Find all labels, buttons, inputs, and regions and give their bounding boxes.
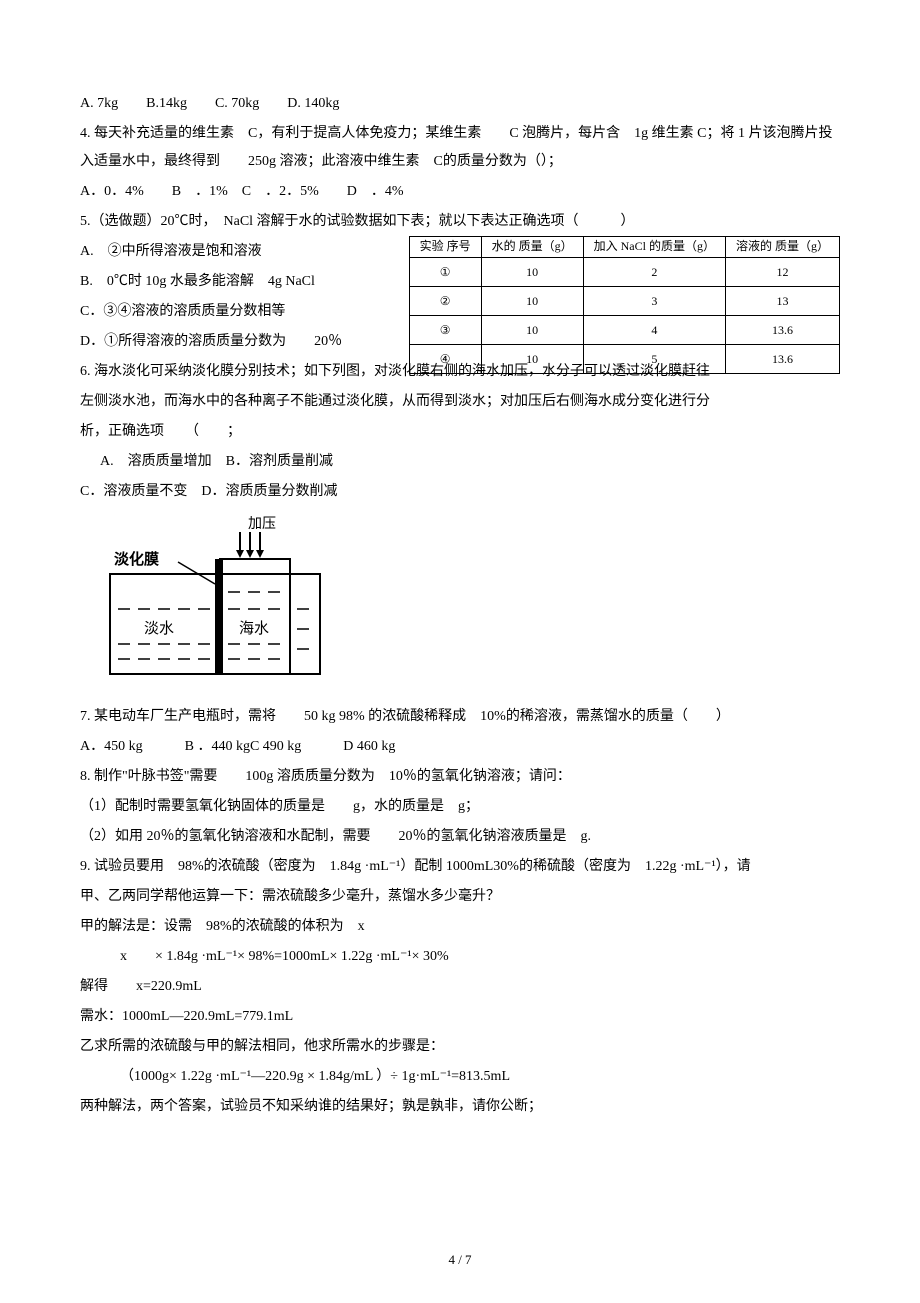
q9-text3: 甲的解法是：设需 98%的浓硫酸的体积为 x [80,913,840,941]
q9-eq1: x × 1.84g ·mL⁻¹× 98%=1000mL× 1.22g ·mL⁻¹… [80,943,840,971]
q9-yi1: 乙求所需的浓硫酸与甲的解法相同，他求所需水的步骤是： [80,1033,840,1061]
table-row: ③ 10 4 13.6 [409,315,839,344]
table-row: ① 10 2 12 [409,257,839,286]
q8-sub2: （2）如用 20％的氢氧化钠溶液和水配制，需要 20％的氢氧化钠溶液质量是 g. [80,823,840,851]
q5-container: 5.（选做题）20℃时， NaCl 溶解于水的试验数据如下表；就以下表达正确选项… [80,208,840,356]
th-water: 水的 质量（g） [481,237,583,258]
q9-text: 9. 试验员要用 98%的浓硫酸（密度为 1.84g ·mL⁻¹）配制 1000… [80,853,840,881]
th-seq: 实验 序号 [409,237,481,258]
pressure-label: 加压 [248,516,276,532]
membrane-label: 淡化膜 [114,550,159,568]
th-nacl: 加入 NaCl 的质量（g） [583,237,725,258]
q4-options: A．0．4% B ．1% C ．2．5% D ．4% [80,178,840,206]
table-row: ② 10 3 13 [409,286,839,315]
sea-label: 海水 [239,620,269,637]
q4-text: 4. 每天补充适量的维生素 C，有利于提高人体免疫力；某维生素 C 泡腾片，每片… [80,120,840,176]
page-number: 4 / 7 [0,1247,920,1273]
q7-options: A．450 kg B ．440 kgC 490 kg D 460 kg [80,733,840,761]
q6-optAB: A. 溶质质量增加 B．溶剂质量削减 [80,448,840,476]
q8-text: 8. 制作"叶脉书签"需要 100g 溶质质量分数为 10％的氢氧化钠溶液；请问… [80,763,840,791]
q9-text2: 甲、乙两同学帮他运算一下：需浓硫酸多少毫升，蒸馏水多少毫升？ [80,883,840,911]
q3-options: A. 7kg B.14kg C. 70kg D. 140kg [80,90,840,118]
table-row: ④ 10 5 13.6 [409,344,839,373]
fresh-label: 淡水 [144,620,174,637]
q7-text: 7. 某电动车厂生产电瓶时，需将 50 kg 98% 的浓硫酸稀释成 10%的稀… [80,703,840,731]
q5-text: 5.（选做题）20℃时， NaCl 溶解于水的试验数据如下表；就以下表达正确选项… [80,208,840,236]
q8-sub1: （1）配制时需要氢氧化钠固体的质量是 g，水的质量是 g； [80,793,840,821]
q9-solve: 解得 x=220.9mL [80,973,840,1001]
q9-water: 需水：1000mL—220.9mL=779.1mL [80,1003,840,1031]
desalination-diagram: 加压 淡化膜 淡水 海水 [100,514,840,695]
th-sol: 溶液的 质量（g） [725,237,839,258]
q6-text2: 左侧淡水池，而海水中的各种离子不能通过淡化膜，从而得到淡水；对加压后右侧海水成分… [80,388,840,416]
q9-yi2: （1000g× 1.22g ·mL⁻¹—220.9g × 1.84g/mL ）÷… [80,1063,840,1091]
q6-text3: 析，正确选项 （ ； [80,418,840,446]
q5-table: 实验 序号 水的 质量（g） 加入 NaCl 的质量（g） 溶液的 质量（g） … [409,236,840,374]
q9-end: 两种解法，两个答案，试验员不知采纳谁的结果好；孰是孰非，请你公断； [80,1093,840,1121]
q6-optCD: C．溶液质量不变 D．溶质质量分数削减 [80,478,840,506]
